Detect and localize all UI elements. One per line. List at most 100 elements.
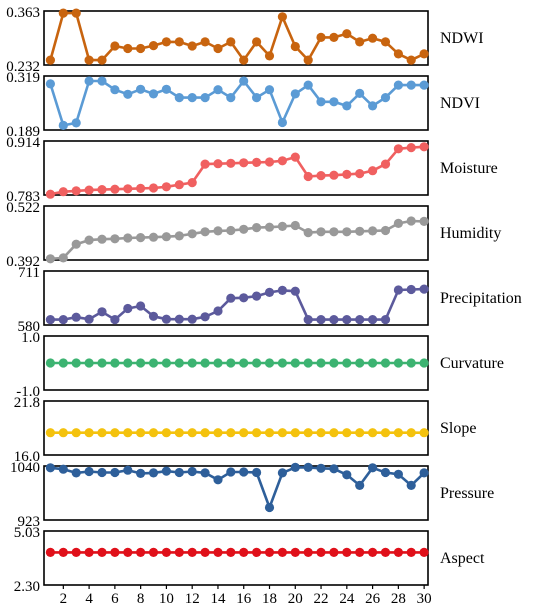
y-max-label: 5.03 (14, 525, 40, 541)
panel-aspect: 5.03 2.30 Aspect (14, 525, 485, 595)
data-point (393, 428, 403, 438)
data-point (71, 428, 81, 438)
series-name: NDVI (440, 95, 480, 112)
data-point (97, 76, 107, 86)
data-point (380, 467, 391, 478)
data-point (174, 231, 184, 241)
y-max-label: 711 (18, 265, 40, 281)
data-point (329, 227, 339, 237)
data-point (380, 159, 391, 169)
panel-ndwi: 0.363 0.232 NDWI (6, 5, 483, 75)
x-tick-label: 18 (262, 591, 277, 607)
data-point (290, 41, 300, 52)
data-point (342, 227, 352, 237)
data-point (252, 358, 262, 368)
data-point (84, 358, 94, 368)
data-point (174, 547, 184, 558)
data-point (342, 315, 352, 325)
data-point (226, 225, 236, 236)
data-point (71, 358, 81, 368)
data-point (71, 312, 81, 322)
data-point (303, 547, 313, 558)
data-point (264, 157, 275, 167)
data-point (161, 37, 171, 47)
data-point (406, 216, 416, 226)
data-point (252, 157, 262, 167)
series-name: Humidity (440, 225, 501, 242)
panel-frame (43, 465, 429, 521)
data-point (226, 93, 236, 103)
data-point (136, 547, 146, 558)
data-point (329, 170, 339, 180)
data-point (213, 428, 223, 438)
data-point (213, 306, 223, 316)
data-point (355, 315, 365, 325)
y-min-label: 0.189 (6, 124, 40, 140)
data-point (316, 428, 326, 438)
data-point (148, 41, 159, 51)
data-point (161, 314, 171, 324)
series-name: Slope (440, 420, 476, 437)
data-point (355, 480, 365, 490)
data-point (290, 462, 300, 472)
data-point (406, 480, 416, 490)
data-point (303, 171, 313, 182)
data-point (252, 37, 262, 47)
data-point (200, 159, 210, 169)
data-point (213, 85, 223, 95)
data-point (368, 33, 378, 43)
data-point (342, 29, 352, 39)
data-point (58, 547, 68, 558)
series-line (50, 287, 425, 321)
x-tick-label: 22 (314, 591, 329, 607)
data-point (355, 169, 365, 179)
y-max-label: 21.8 (14, 395, 40, 411)
data-point (226, 428, 236, 438)
series-name: Precipitation (440, 290, 522, 307)
y-max-label: 0.363 (6, 5, 40, 21)
data-point (123, 358, 133, 368)
data-point (110, 85, 120, 95)
data-point (84, 314, 94, 324)
data-point (110, 234, 120, 244)
data-point (264, 428, 275, 438)
y-min-label: 16.0 (14, 449, 40, 465)
data-point (355, 226, 365, 236)
data-point (380, 37, 391, 47)
data-point (329, 428, 339, 438)
x-tick-label: 20 (288, 591, 303, 607)
data-point (239, 547, 249, 558)
data-point (213, 547, 223, 558)
data-point (252, 428, 262, 438)
data-point (110, 315, 120, 325)
data-point (213, 475, 223, 485)
data-point (277, 221, 287, 231)
data-point (200, 93, 210, 103)
data-point (329, 358, 339, 368)
data-point (380, 225, 391, 236)
data-point (110, 184, 120, 194)
data-point (148, 183, 159, 193)
data-point (97, 185, 107, 195)
data-point (226, 158, 236, 168)
data-point (252, 547, 262, 558)
data-point (136, 43, 146, 54)
y-max-label: 1.0 (21, 330, 40, 346)
data-point (277, 285, 287, 295)
data-point (136, 84, 146, 94)
data-point (252, 291, 262, 301)
data-point (200, 547, 210, 558)
data-point (316, 547, 326, 558)
series-name: Pressure (440, 485, 494, 502)
data-point (110, 41, 120, 51)
data-point (277, 358, 287, 368)
data-point (187, 229, 197, 239)
data-point (380, 547, 391, 558)
data-point (303, 462, 313, 472)
data-point (419, 80, 429, 90)
x-tick-label: 8 (137, 591, 145, 607)
data-point (213, 43, 223, 54)
data-point (342, 470, 352, 480)
data-point (290, 89, 300, 99)
data-point (290, 547, 300, 558)
